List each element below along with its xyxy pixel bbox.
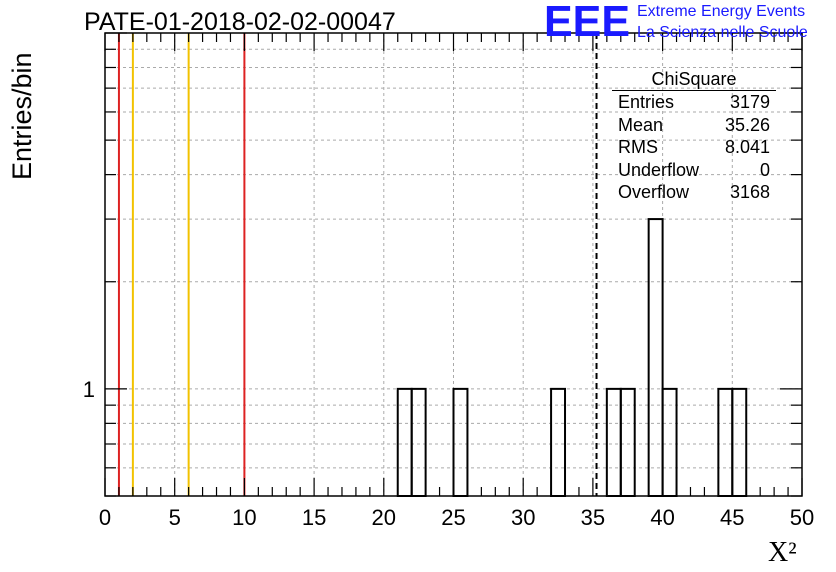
x-tick-label: 10: [232, 505, 256, 530]
x-tick-label: 20: [372, 505, 396, 530]
eee-logo-mark: EEE: [544, 0, 630, 40]
stats-label: Mean: [618, 114, 664, 135]
stats-label: Overflow: [618, 182, 690, 203]
stats-value: 0: [759, 159, 770, 180]
y-axis-label: Entries/bin: [7, 52, 37, 180]
histogram-bins: [396, 218, 748, 497]
stats-row-overflow: Overflow 3168: [612, 181, 776, 204]
stats-value: 3179: [729, 92, 770, 112]
stats-value: 3168: [729, 182, 770, 203]
x-axis-label: X²: [768, 537, 797, 568]
axes: 0 5 10 15 20 25 30 35 40 45 50 1: [83, 32, 814, 530]
stats-value: 35.26: [724, 114, 770, 135]
x-tick-label: 15: [302, 505, 326, 530]
stats-row-rms: RMS 8.041: [612, 136, 776, 159]
x-tick-label: 40: [650, 505, 674, 530]
stats-box: ChiSquare Entries 3179 Mean 35.26 RMS 8.…: [612, 68, 776, 204]
histogram-bin: [731, 387, 748, 497]
chart-title: PATE-01-2018-02-02-00047: [84, 8, 396, 36]
stats-title: ChiSquare: [612, 68, 776, 91]
histogram-bin: [605, 387, 622, 497]
x-tick-label: 0: [99, 505, 111, 530]
logo-tagline-2: La Scienza nelle Scuole: [637, 24, 808, 41]
marker-lines: [117, 33, 598, 496]
x-tick-label: 25: [441, 505, 465, 530]
histogram-bin: [647, 218, 664, 497]
stats-label: Underflow: [618, 159, 700, 180]
stats-value: 8.041: [724, 137, 770, 158]
x-tick-label: 30: [511, 505, 535, 530]
x-tick-label: 45: [720, 505, 744, 530]
stats-label: RMS: [618, 137, 658, 158]
x-tick-label: 35: [581, 505, 605, 530]
eee-logo: EEE: [544, 0, 630, 40]
x-tick-label: 5: [169, 505, 181, 530]
stats-row-underflow: Underflow 0: [612, 159, 776, 182]
logo-tagline-1: Extreme Energy Events: [637, 3, 806, 20]
stats-row-entries: Entries 3179: [612, 91, 776, 114]
y-tick-label: 1: [83, 377, 95, 402]
stats-row-mean: Mean 35.26: [612, 114, 776, 137]
x-tick-label: 50: [790, 505, 814, 530]
stats-label: Entries: [618, 92, 675, 112]
